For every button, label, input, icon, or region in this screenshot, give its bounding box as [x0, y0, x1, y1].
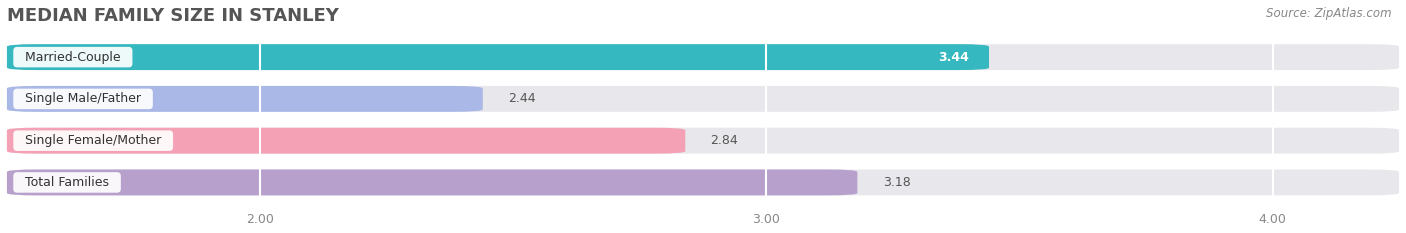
Text: Total Families: Total Families: [17, 176, 117, 189]
FancyBboxPatch shape: [7, 169, 1399, 195]
Text: MEDIAN FAMILY SIZE IN STANLEY: MEDIAN FAMILY SIZE IN STANLEY: [7, 7, 339, 25]
Text: 3.44: 3.44: [938, 51, 969, 64]
FancyBboxPatch shape: [7, 86, 482, 112]
FancyBboxPatch shape: [7, 169, 858, 195]
FancyBboxPatch shape: [7, 44, 988, 70]
FancyBboxPatch shape: [7, 44, 1399, 70]
Text: 2.84: 2.84: [710, 134, 738, 147]
Text: Married-Couple: Married-Couple: [17, 51, 129, 64]
FancyBboxPatch shape: [7, 128, 1399, 154]
Text: Single Female/Mother: Single Female/Mother: [17, 134, 169, 147]
Text: Single Male/Father: Single Male/Father: [17, 93, 149, 105]
Text: 2.44: 2.44: [508, 93, 536, 105]
FancyBboxPatch shape: [7, 86, 1399, 112]
Text: Source: ZipAtlas.com: Source: ZipAtlas.com: [1267, 7, 1392, 20]
Text: 3.18: 3.18: [883, 176, 911, 189]
FancyBboxPatch shape: [7, 128, 685, 154]
